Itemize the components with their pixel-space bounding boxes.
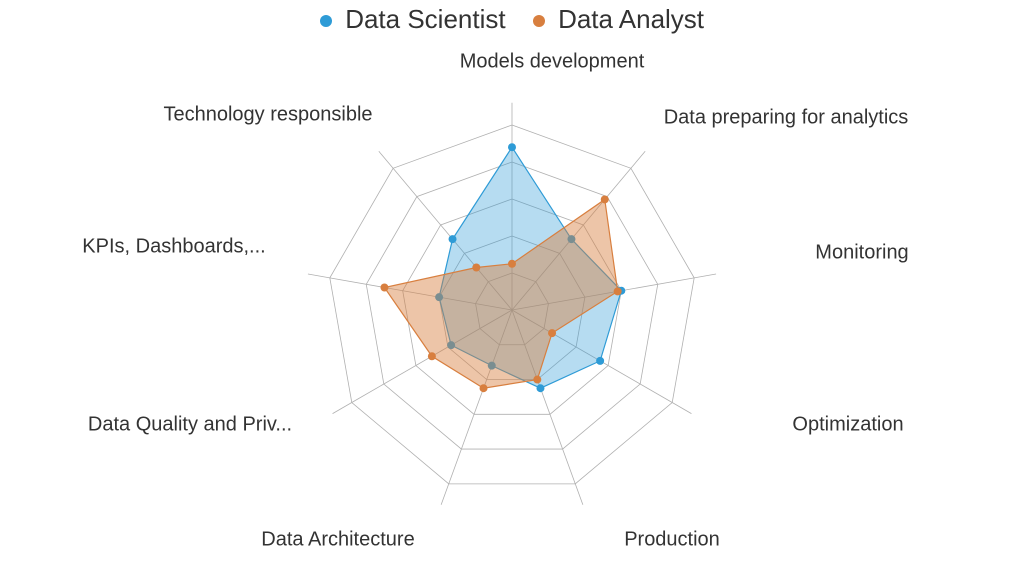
series-1-point-2 xyxy=(614,287,622,295)
axis-label-7: KPIs, Dashboards,... xyxy=(82,236,265,259)
axis-label-4: Production xyxy=(624,529,720,552)
series-1-point-1 xyxy=(601,195,609,203)
axis-label-8: Technology responsible xyxy=(163,104,372,127)
series-0-point-8 xyxy=(449,235,457,243)
axis-label-2: Monitoring xyxy=(815,242,908,265)
series-1-point-7 xyxy=(380,284,388,292)
series-0-point-3 xyxy=(596,357,604,365)
series-1-point-3 xyxy=(548,329,556,337)
series-1-point-0 xyxy=(508,260,516,268)
series-1-point-4 xyxy=(533,376,541,384)
radar-chart-container: Data Scientist Data Analyst Models devel… xyxy=(0,0,1024,577)
axis-label-3: Optimization xyxy=(792,414,903,437)
axis-label-5: Data Architecture xyxy=(261,529,414,552)
series-1-point-8 xyxy=(472,263,480,271)
series-0-point-4 xyxy=(536,384,544,392)
series-0-point-0 xyxy=(508,143,516,151)
series-1-point-5 xyxy=(480,384,488,392)
axis-label-0: Models development xyxy=(460,51,645,74)
axis-label-1: Data preparing for analytics xyxy=(664,107,909,130)
axis-label-6: Data Quality and Priv... xyxy=(88,414,292,437)
radar-svg xyxy=(0,0,1024,577)
series-1-point-6 xyxy=(428,352,436,360)
